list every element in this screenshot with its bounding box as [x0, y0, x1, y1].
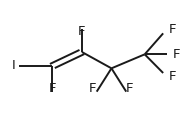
Text: F: F: [169, 70, 176, 83]
Text: I: I: [12, 59, 15, 72]
Text: F: F: [78, 25, 86, 38]
Text: F: F: [172, 48, 180, 61]
Text: F: F: [89, 82, 97, 95]
Text: F: F: [126, 82, 134, 95]
Text: F: F: [169, 23, 176, 36]
Text: F: F: [49, 82, 56, 95]
